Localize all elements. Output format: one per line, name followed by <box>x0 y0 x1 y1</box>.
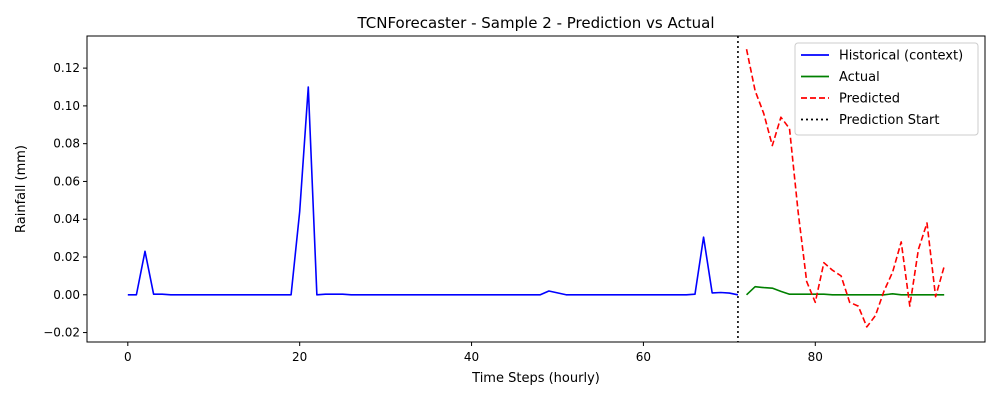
y-axis: −0.02 0.00 0.02 0.04 0.06 0.08 0.10 0.12 <box>43 61 87 340</box>
x-tick-label-4: 80 <box>808 350 823 364</box>
x-axis-label: Time Steps (hourly) <box>471 371 600 386</box>
y-axis-label: Rainfall (mm) <box>14 145 29 233</box>
x-axis: 0 20 40 60 80 <box>124 342 823 364</box>
y-tick-label-7: 0.12 <box>53 61 80 75</box>
legend-label-1: Actual <box>839 70 880 85</box>
x-tick-label-0: 0 <box>124 350 132 364</box>
y-tick-label-5: 0.08 <box>53 137 80 151</box>
y-tick-label-0: −0.02 <box>43 326 80 340</box>
y-tick-label-3: 0.04 <box>53 212 80 226</box>
y-tick-label-2: 0.02 <box>53 250 80 264</box>
legend-box <box>794 42 979 136</box>
x-tick-label-2: 40 <box>464 350 479 364</box>
x-tick-label-3: 60 <box>636 350 651 364</box>
x-tick-label-1: 20 <box>292 350 307 364</box>
legend-label-0: Historical (context) <box>839 49 963 64</box>
legend-label-2: Predicted <box>839 92 900 107</box>
legend: Historical (context) Actual Predicted Predi… <box>794 42 979 136</box>
y-tick-label-4: 0.06 <box>53 174 80 188</box>
y-tick-label-1: 0.00 <box>53 288 80 302</box>
axes-frame <box>86 35 986 343</box>
legend-label-3: Prediction Start <box>839 113 939 128</box>
plot-area <box>127 36 945 342</box>
series-line-0 <box>127 86 739 296</box>
series-line-2 <box>745 49 945 328</box>
y-tick-label-6: 0.10 <box>53 99 80 113</box>
chart-title: TCNForecaster - Sample 2 - Prediction vs… <box>356 14 714 32</box>
series-line-1 <box>745 285 945 296</box>
